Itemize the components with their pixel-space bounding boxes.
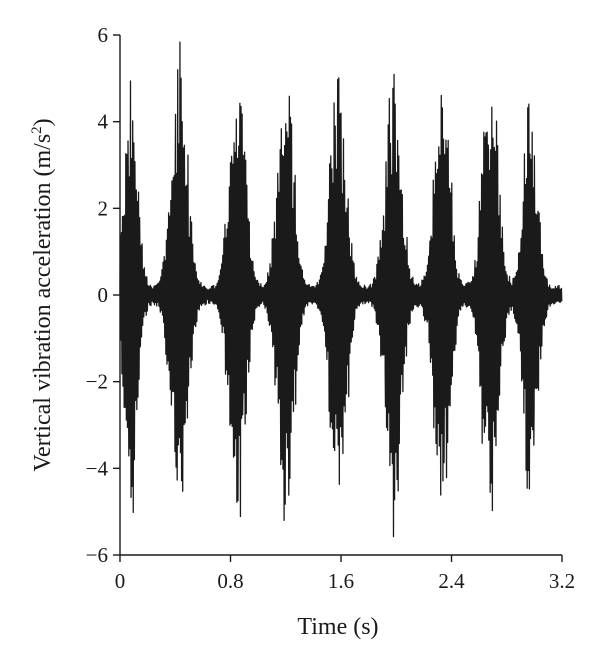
plot-area: [119, 41, 563, 538]
y-tick-label: −6: [86, 543, 108, 567]
x-tick-label: 0.8: [217, 569, 243, 593]
y-axis-title-superscript: 2: [29, 126, 45, 134]
x-axis-title: Time (s): [297, 614, 378, 640]
y-tick-label: 6: [98, 23, 109, 47]
y-axis-title-close: ): [30, 118, 56, 126]
y-tick-label: −2: [86, 370, 108, 394]
y-axis: −6 −4 −2 0 2 4 6: [86, 23, 121, 567]
x-tick-label: 0: [115, 569, 126, 593]
x-tick-label: 1.6: [328, 569, 354, 593]
y-axis-title: Vertical vibration acceleration (m/s2): [29, 118, 56, 471]
x-tick-label: 3.2: [549, 569, 575, 593]
y-tick-label: 0: [98, 283, 109, 307]
x-axis: 0 0.8 1.6 2.4 3.2: [115, 554, 575, 593]
y-axis-title-text: Vertical vibration acceleration (m/s: [30, 134, 56, 472]
y-axis-ticks: −6 −4 −2 0 2 4 6: [86, 23, 120, 567]
x-axis-ticks: 0 0.8 1.6 2.4 3.2: [115, 555, 575, 593]
acceleration-series-line: [119, 41, 563, 538]
x-tick-label: 2.4: [438, 569, 465, 593]
y-tick-label: 2: [98, 196, 109, 220]
y-tick-label: 4: [98, 110, 109, 134]
y-tick-label: −4: [86, 456, 109, 480]
